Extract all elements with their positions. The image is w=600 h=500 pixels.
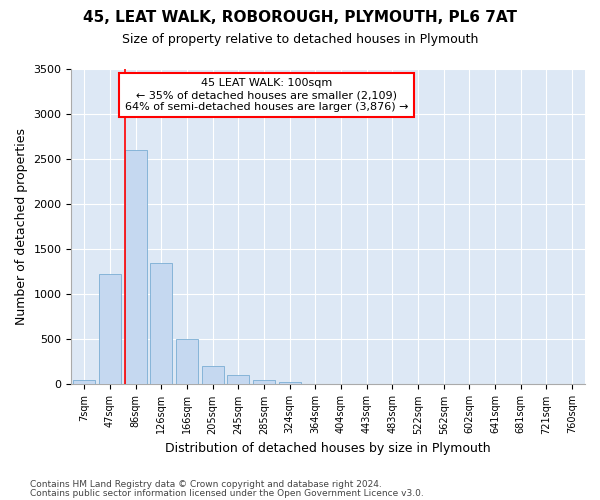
Bar — [73, 380, 95, 384]
Bar — [279, 382, 301, 384]
Text: Contains public sector information licensed under the Open Government Licence v3: Contains public sector information licen… — [30, 488, 424, 498]
Bar — [176, 340, 198, 384]
Text: 45, LEAT WALK, ROBOROUGH, PLYMOUTH, PL6 7AT: 45, LEAT WALK, ROBOROUGH, PLYMOUTH, PL6 … — [83, 10, 517, 25]
Y-axis label: Number of detached properties: Number of detached properties — [15, 128, 28, 325]
Bar — [99, 274, 121, 384]
Text: 45 LEAT WALK: 100sqm
← 35% of detached houses are smaller (2,109)
64% of semi-de: 45 LEAT WALK: 100sqm ← 35% of detached h… — [125, 78, 409, 112]
X-axis label: Distribution of detached houses by size in Plymouth: Distribution of detached houses by size … — [166, 442, 491, 455]
Bar — [125, 150, 146, 384]
Bar — [151, 263, 172, 384]
Bar — [202, 366, 224, 384]
Bar — [253, 380, 275, 384]
Text: Contains HM Land Registry data © Crown copyright and database right 2024.: Contains HM Land Registry data © Crown c… — [30, 480, 382, 489]
Bar — [227, 376, 249, 384]
Text: Size of property relative to detached houses in Plymouth: Size of property relative to detached ho… — [122, 32, 478, 46]
